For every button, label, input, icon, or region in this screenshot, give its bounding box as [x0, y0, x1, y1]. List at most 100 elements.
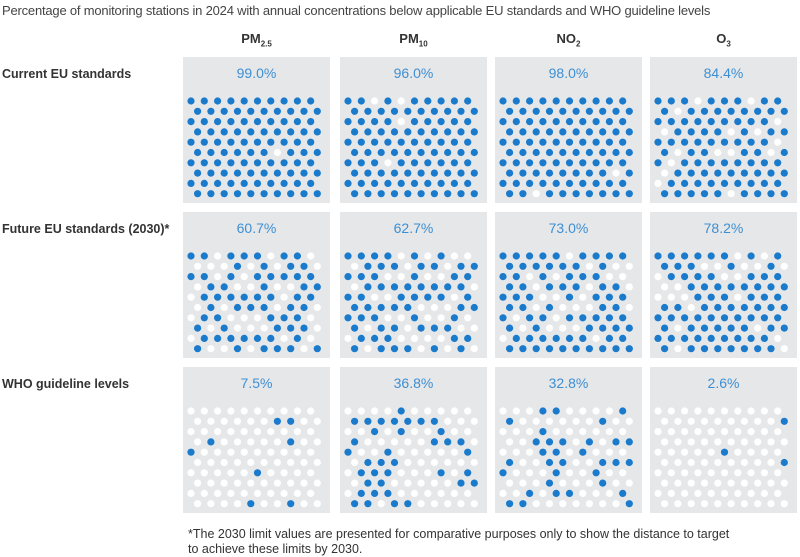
dot-filled: [364, 169, 372, 177]
dot-filled: [371, 273, 379, 281]
dot-filled: [592, 118, 600, 126]
dot-empty: [512, 314, 520, 322]
dot-filled: [499, 179, 507, 187]
dot-filled: [579, 252, 587, 260]
dot-filled: [214, 97, 222, 105]
dot-filled: [754, 107, 762, 115]
dot-filled: [687, 283, 695, 291]
dot-filled: [233, 107, 242, 115]
dot-filled: [612, 190, 620, 198]
dot-empty: [457, 417, 465, 425]
dot-filled: [747, 334, 755, 342]
dot-filled: [565, 159, 574, 167]
dot-filled: [377, 190, 385, 198]
dot-filled: [747, 314, 755, 322]
dot-empty: [760, 252, 768, 260]
dot-filled: [397, 179, 405, 187]
dot-filled: [526, 97, 534, 105]
dot-filled: [240, 97, 248, 105]
dot-filled: [351, 148, 359, 157]
dot-empty: [619, 469, 627, 477]
dot-empty: [280, 489, 288, 497]
dot-filled: [579, 448, 587, 456]
dot-filled: [377, 107, 385, 115]
dot-empty: [625, 479, 633, 487]
dot-filled: [619, 293, 627, 301]
dot-filled: [377, 169, 385, 177]
dot-empty: [592, 428, 600, 436]
dot-empty: [734, 448, 742, 456]
dot-filled: [364, 500, 372, 508]
dot-empty: [450, 469, 458, 477]
dot-empty: [417, 345, 425, 353]
dot-filled: [760, 314, 768, 322]
dot-empty: [754, 458, 762, 467]
dot-filled: [625, 148, 633, 157]
dot-empty: [307, 489, 315, 497]
dot-empty: [714, 262, 722, 270]
dot-empty: [444, 345, 452, 353]
dot-filled: [470, 262, 478, 270]
dot-empty: [694, 448, 702, 456]
dot-filled: [424, 118, 432, 126]
dot-filled: [559, 107, 567, 115]
dot-filled: [417, 417, 425, 425]
dot-filled: [194, 148, 202, 157]
dot-filled: [747, 293, 755, 301]
dot-filled: [384, 489, 392, 497]
footnote: *The 2030 limit values are presented for…: [188, 527, 729, 557]
dot-empty: [740, 500, 748, 508]
dot-filled: [377, 303, 385, 312]
dot-filled: [273, 324, 281, 332]
dot-empty: [273, 479, 281, 487]
dot-filled: [532, 345, 540, 353]
dot-filled: [450, 314, 458, 322]
dot-filled: [499, 273, 507, 281]
dot-filled: [654, 159, 662, 167]
dot-empty: [774, 428, 782, 436]
dot-filled: [747, 138, 755, 146]
dot-filled: [612, 303, 620, 312]
dot-filled: [214, 293, 222, 301]
dot-filled: [444, 169, 452, 177]
dot-empty: [572, 303, 580, 312]
dot-empty: [267, 469, 275, 477]
dot-empty: [247, 417, 255, 425]
dot-filled: [552, 97, 560, 105]
dot-filled: [357, 489, 365, 497]
dot-filled: [579, 97, 587, 105]
dot-filled: [404, 169, 412, 177]
dot-filled: [780, 128, 788, 136]
dot-filled: [559, 438, 567, 446]
dot-empty: [519, 479, 527, 487]
dot-filled: [612, 345, 620, 353]
dot-filled: [625, 324, 633, 332]
dot-empty: [674, 107, 682, 115]
dot-filled: [260, 169, 268, 177]
dot-filled: [267, 314, 275, 322]
dot-empty: [397, 448, 405, 456]
dot-filled: [377, 283, 385, 291]
dot-filled: [227, 118, 235, 126]
dot-filled: [371, 334, 379, 342]
dot-filled: [457, 438, 465, 446]
dot-empty: [214, 469, 222, 477]
dot-filled: [754, 148, 762, 157]
dot-filled: [267, 159, 275, 167]
dot-filled: [559, 262, 567, 270]
dot-filled: [519, 303, 527, 312]
dot-filled: [767, 303, 775, 312]
dot-filled: [599, 283, 607, 291]
dot-filled: [506, 500, 514, 508]
dot-filled: [364, 283, 372, 291]
dot-empty: [747, 97, 755, 105]
dot-filled: [700, 303, 709, 312]
dot-filled: [214, 314, 222, 322]
dot-empty: [464, 314, 472, 322]
dot-empty: [559, 500, 567, 508]
dot-filled: [780, 107, 788, 115]
dot-empty: [344, 407, 352, 415]
dot-filled: [720, 138, 729, 146]
dot-filled: [430, 345, 438, 353]
dot-empty: [526, 273, 534, 281]
